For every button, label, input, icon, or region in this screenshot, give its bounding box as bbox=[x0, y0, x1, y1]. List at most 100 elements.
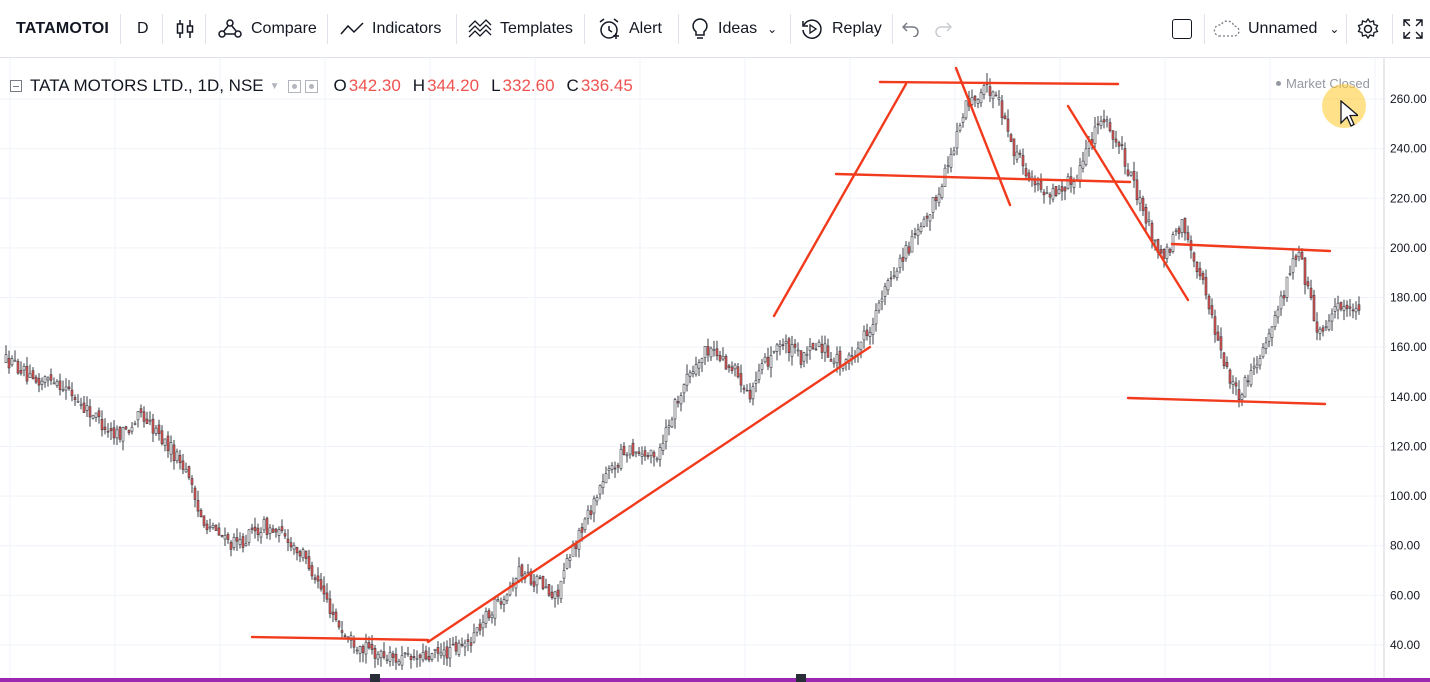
candle-body bbox=[1264, 342, 1268, 349]
candle-body bbox=[1258, 358, 1262, 366]
compare-label: Compare bbox=[251, 20, 317, 37]
toolbar-divider bbox=[120, 14, 121, 44]
candle-body bbox=[40, 380, 44, 385]
ideas-button[interactable]: Ideas ⌄ bbox=[690, 0, 777, 58]
candle-body bbox=[163, 438, 167, 446]
legend-collapse-button[interactable] bbox=[10, 80, 22, 92]
candle-body bbox=[1276, 309, 1280, 318]
candle-body bbox=[544, 586, 548, 589]
candle-body bbox=[814, 348, 818, 351]
redo-button[interactable] bbox=[934, 0, 960, 58]
candle-body bbox=[520, 564, 524, 577]
candle-body bbox=[724, 356, 728, 370]
trend-line-drawing[interactable] bbox=[772, 82, 908, 318]
candle-body bbox=[118, 426, 122, 440]
candle-body bbox=[733, 364, 737, 370]
layout-name-button[interactable]: Unnamed ⌄ bbox=[1212, 0, 1339, 58]
horizontal-line-drawing[interactable] bbox=[250, 635, 430, 642]
candle-body bbox=[646, 455, 650, 458]
candle-body bbox=[292, 544, 296, 550]
chart-style-button[interactable] bbox=[176, 0, 202, 58]
candle-body bbox=[907, 246, 911, 254]
trend-line-drawing[interactable] bbox=[426, 345, 872, 644]
candle-body bbox=[1333, 306, 1337, 312]
symbol-search-button[interactable]: TATAMOTOI bbox=[16, 0, 109, 58]
horizontal-line-drawing[interactable] bbox=[1126, 396, 1327, 406]
candle-body bbox=[1216, 331, 1220, 341]
expand-button[interactable] bbox=[1402, 0, 1430, 58]
candle-body bbox=[160, 430, 164, 444]
candle-body bbox=[64, 386, 68, 391]
candle-body bbox=[382, 651, 386, 658]
toolbar-divider bbox=[456, 14, 457, 44]
candle-body bbox=[502, 599, 506, 605]
interval-button[interactable]: D bbox=[137, 0, 149, 58]
settings-button[interactable] bbox=[1356, 0, 1388, 58]
candle-body bbox=[322, 585, 326, 595]
toolbar-divider bbox=[1204, 14, 1205, 44]
undo-icon bbox=[902, 21, 920, 37]
candle-body bbox=[247, 529, 251, 543]
price-axis[interactable]: 260.00 240.00 220.00 200.00 180.00 160.00 140.… bbox=[1383, 58, 1430, 682]
horizontal-line-drawing[interactable] bbox=[878, 80, 1120, 86]
candle-body bbox=[1228, 369, 1232, 384]
legend-settings-icon[interactable] bbox=[304, 79, 318, 93]
price-tick-label: 180.00 bbox=[1390, 291, 1427, 305]
candle-body bbox=[352, 639, 356, 648]
candle-body bbox=[226, 534, 230, 540]
trend-line-drawing[interactable] bbox=[1066, 104, 1190, 302]
candle-body bbox=[1336, 302, 1340, 311]
undo-button[interactable] bbox=[902, 0, 928, 58]
price-chart[interactable]: 260.00 240.00 220.00 200.00 180.00 160.00 140.… bbox=[0, 58, 1430, 682]
horizontal-line-drawing[interactable] bbox=[1170, 242, 1332, 253]
candle-body bbox=[217, 527, 221, 536]
candle-body bbox=[517, 566, 521, 582]
horizontal-line-drawing[interactable] bbox=[834, 172, 1132, 184]
candle-body bbox=[679, 395, 683, 405]
candle-body bbox=[466, 639, 470, 642]
legend-chevron-down-icon[interactable]: ▼ bbox=[269, 80, 280, 92]
candle-body bbox=[982, 85, 986, 95]
candle-body bbox=[67, 386, 71, 390]
candle-body bbox=[811, 342, 815, 349]
candle-body bbox=[52, 382, 56, 385]
candle-body bbox=[190, 478, 194, 485]
candle-body bbox=[268, 527, 272, 534]
candle-body bbox=[778, 343, 782, 347]
candle-body bbox=[601, 481, 605, 488]
candle-body bbox=[1003, 115, 1007, 119]
candle-body bbox=[1066, 176, 1070, 189]
compare-button[interactable]: Compare bbox=[217, 0, 317, 58]
close-label: C bbox=[566, 76, 579, 95]
candle-body bbox=[1102, 119, 1106, 123]
candle-body bbox=[697, 362, 701, 369]
candle-body bbox=[307, 556, 311, 570]
alert-button[interactable]: Alert bbox=[597, 0, 662, 58]
price-tick-label: 60.00 bbox=[1390, 588, 1420, 602]
candle-body bbox=[1114, 138, 1118, 143]
candle-body bbox=[1135, 179, 1139, 201]
price-tick-label: 160.00 bbox=[1390, 340, 1427, 354]
candle-body bbox=[463, 642, 467, 648]
legend-visibility-icon[interactable] bbox=[287, 79, 301, 93]
candle-body bbox=[451, 643, 455, 646]
candle-body bbox=[256, 527, 260, 535]
candle-body bbox=[583, 518, 587, 530]
templates-button[interactable]: Templates bbox=[468, 0, 573, 58]
drawings[interactable] bbox=[250, 66, 1332, 644]
candle-body bbox=[31, 370, 35, 379]
candle-body bbox=[484, 611, 488, 624]
candle-body bbox=[289, 542, 293, 548]
candle-body bbox=[208, 526, 212, 529]
replay-button[interactable]: Replay bbox=[800, 0, 882, 58]
toolbar-divider bbox=[584, 14, 585, 44]
open-label: O bbox=[333, 76, 347, 95]
candle-body bbox=[766, 356, 770, 367]
indicators-button[interactable]: Indicators bbox=[340, 0, 441, 58]
candle-body bbox=[286, 538, 290, 543]
trend-line-drawing[interactable] bbox=[954, 66, 1012, 207]
fullscreen-button[interactable] bbox=[1172, 0, 1192, 58]
candle-body bbox=[169, 442, 173, 455]
candle-body bbox=[199, 509, 203, 518]
price-tick-label: 80.00 bbox=[1390, 539, 1420, 553]
